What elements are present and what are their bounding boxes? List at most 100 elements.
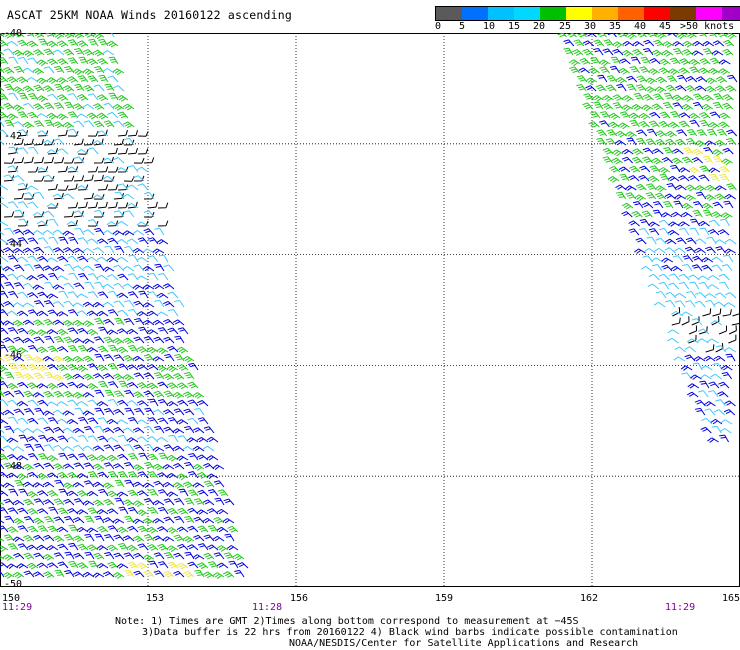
- wind-barb: [94, 389, 105, 398]
- wind-barb: [678, 120, 690, 128]
- wind-barb: [184, 461, 195, 470]
- wind-barb: [689, 66, 700, 74]
- wind-barb: [3, 102, 15, 110]
- wind-barb: [46, 401, 59, 407]
- wind-barb: [156, 437, 169, 443]
- wind-barb: [723, 254, 734, 263]
- wind-barb: [173, 463, 185, 470]
- wind-barb: [127, 489, 139, 497]
- wind-barb: [682, 95, 694, 102]
- wind-barb: [136, 509, 149, 517]
- wind-barb: [672, 148, 684, 155]
- wind-barb: [117, 129, 128, 137]
- wind-barb: [0, 138, 5, 146]
- wind-barb: [12, 302, 25, 308]
- wind-barb: [614, 140, 627, 146]
- wind-barb: [72, 355, 85, 363]
- wind-barb: [66, 419, 79, 425]
- wind-barb: [696, 129, 708, 137]
- wind-barb: [73, 175, 85, 182]
- wind-barb: [32, 103, 45, 110]
- lon-label-156: 156: [290, 593, 309, 604]
- wind-barb: [685, 184, 697, 192]
- wind-barb: [143, 210, 155, 218]
- wind-barb: [13, 264, 25, 272]
- wind-barb: [216, 526, 229, 533]
- wind-barb: [699, 165, 711, 173]
- wind-barb: [146, 310, 159, 317]
- wind-barb: [605, 84, 617, 92]
- wind-barb: [117, 363, 129, 371]
- wind-barb: [0, 281, 5, 290]
- wind-barb: [0, 435, 9, 443]
- wind-barb: [8, 362, 19, 371]
- wind-barb: [106, 508, 119, 515]
- wind-barb: [616, 83, 627, 92]
- wind-barb: [126, 202, 139, 209]
- wind-barb: [64, 515, 75, 524]
- wind-barb: [103, 534, 115, 542]
- wind-barb: [14, 371, 25, 380]
- wind-barb: [52, 355, 65, 363]
- wind-barb: [137, 525, 149, 533]
- wind-barb: [13, 193, 25, 200]
- wind-barb: [64, 263, 75, 272]
- wind-barb: [33, 372, 45, 380]
- wind-barb: [177, 543, 189, 551]
- wind-barb: [97, 201, 108, 209]
- wind-barb: [53, 390, 65, 398]
- wind-barb: [679, 227, 690, 236]
- wind-barb: [112, 463, 125, 470]
- wind-barb: [196, 454, 209, 461]
- wind-barb: [46, 149, 59, 155]
- wind-barb: [712, 40, 725, 47]
- wind-barb: [106, 454, 119, 462]
- wind-barb: [6, 310, 19, 317]
- wind-barb: [27, 57, 39, 65]
- wind-barb: [664, 238, 677, 245]
- wind-barb: [68, 272, 79, 281]
- wind-barb: [685, 138, 697, 146]
- wind-barb: [622, 40, 635, 47]
- wind-barb: [68, 344, 79, 353]
- wind-barb: [678, 67, 690, 75]
- wind-barb: [104, 551, 115, 560]
- wind-barb: [707, 128, 718, 137]
- lon-label-165: 165: [722, 593, 740, 604]
- wind-barb: [27, 309, 39, 317]
- wind-barb: [617, 122, 630, 130]
- wind-barb: [2, 572, 15, 579]
- wind-barb: [18, 218, 29, 227]
- wind-barb: [52, 319, 65, 326]
- wind-barb: [84, 515, 95, 524]
- wind-barb: [0, 536, 5, 543]
- wind-barb: [598, 59, 611, 67]
- wind-barb: [148, 560, 159, 569]
- wind-barb: [77, 453, 89, 461]
- wind-barb: [659, 111, 671, 119]
- wind-barb: [93, 103, 105, 110]
- wind-barb: [207, 561, 219, 569]
- map-title: ASCAT 25KM NOAA Winds 20160122 ascending: [7, 8, 292, 22]
- wind-barb: [46, 383, 59, 390]
- wind-barb: [152, 356, 165, 362]
- wind-barb: [695, 85, 707, 92]
- wind-barb: [163, 390, 175, 398]
- wind-barb: [63, 534, 75, 542]
- wind-barb: [644, 86, 657, 93]
- wind-barb: [202, 445, 215, 452]
- wind-barb: [86, 527, 99, 533]
- wind-barb: [17, 39, 29, 47]
- wind-barb: [86, 328, 99, 336]
- wind-barb: [63, 157, 75, 164]
- wind-barb: [73, 552, 85, 560]
- wind-barb: [23, 408, 35, 416]
- wind-barb: [56, 328, 69, 336]
- wind-barb: [113, 534, 125, 542]
- wind-barb: [157, 472, 169, 479]
- wind-barb: [107, 237, 119, 245]
- wind-barb: [607, 176, 620, 183]
- wind-barb: [619, 58, 631, 65]
- wind-barb: [42, 139, 55, 146]
- wind-barb: [628, 175, 640, 182]
